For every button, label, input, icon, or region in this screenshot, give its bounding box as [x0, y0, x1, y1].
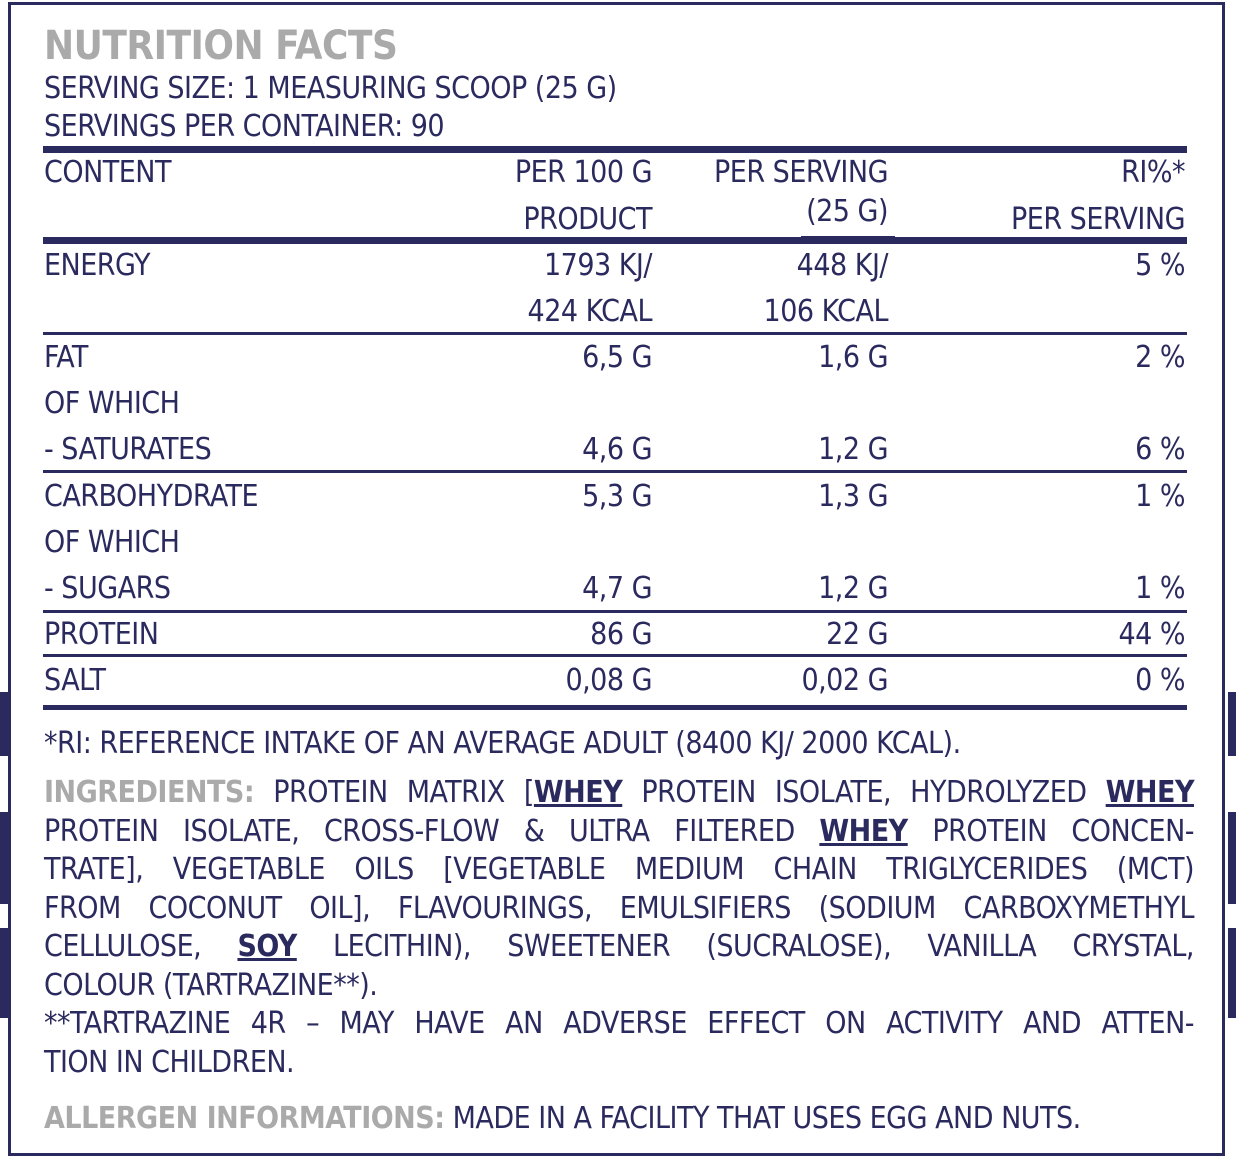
energy-ri: 5 % — [1135, 248, 1185, 283]
row-rule — [43, 610, 1187, 613]
side-mark-right-2 — [1228, 812, 1236, 904]
fat-per100: 6,5 G — [582, 340, 652, 375]
carb-of-which: OF WHICH — [44, 525, 180, 560]
header-thick-rule — [43, 237, 1187, 244]
header-serving-line2: (25 G) — [806, 194, 888, 229]
ingredients-line-5: CELLULOSE, SOY LECITHIN), SWEETENER (SUC… — [44, 929, 1194, 964]
energy-label: ENERGY — [44, 248, 150, 283]
energy-serving-kj: 448 KJ/ — [796, 248, 889, 283]
salt-per100: 0,08 G — [565, 663, 652, 698]
allergen-label: ALLERGEN INFORMATIONS: — [44, 1101, 445, 1136]
allergen-whey: WHEY — [819, 813, 908, 849]
ingredients-line-1: INGREDIENTS: PROTEIN MATRIX [WHEY PROTEI… — [44, 775, 1195, 810]
header-ri-line2: PER SERVING — [1011, 202, 1185, 237]
ingredients-line-2: PROTEIN ISOLATE, CROSS-FLOW & ULTRA FILT… — [44, 813, 1194, 849]
bottom-rule — [43, 705, 1187, 710]
row-rule — [43, 470, 1187, 473]
header-per100-line2: PRODUCT — [523, 202, 652, 237]
carbohydrate-ri: 1 % — [1135, 479, 1185, 514]
header-ri-line1: RI%* — [1121, 155, 1185, 190]
sugars-label: - SUGARS — [44, 571, 171, 606]
header-per100-line1: PER 100 G — [514, 155, 653, 190]
ingredients-line-6: COLOUR (TARTRAZINE**). — [44, 967, 378, 1003]
serving-size: SERVING SIZE: 1 MEASURING SCOOP (25 G) — [44, 71, 617, 106]
ingredients-label: INGREDIENTS: — [44, 775, 255, 810]
protein-per100: 86 G — [590, 617, 652, 652]
row-rule — [43, 332, 1187, 335]
saturates-serving: 1,2 G — [818, 432, 888, 467]
fat-of-which: OF WHICH — [44, 386, 180, 421]
saturates-per100: 4,6 G — [582, 432, 652, 467]
energy-serving-kcal: 106 KCAL — [763, 294, 889, 329]
salt-label: SALT — [44, 663, 106, 698]
fat-label: FAT — [44, 340, 88, 375]
saturates-label: - SATURATES — [44, 432, 212, 467]
energy-per100-kj: 1793 KJ/ — [544, 248, 653, 283]
top-thick-rule — [43, 146, 1187, 153]
sugars-ri: 1 % — [1135, 571, 1185, 606]
allergen-text: MADE IN A FACILITY THAT USES EGG AND NUT… — [452, 1101, 1082, 1136]
carbohydrate-label: CARBOHYDRATE — [44, 479, 259, 514]
carbohydrate-per100: 5,3 G — [582, 479, 652, 514]
sugars-per100: 4,7 G — [582, 571, 652, 606]
protein-ri: 44 % — [1118, 617, 1185, 652]
side-mark-left-3 — [0, 928, 8, 1018]
side-mark-left-2 — [0, 812, 8, 904]
fat-ri: 2 % — [1135, 340, 1185, 375]
salt-ri: 0 % — [1135, 663, 1185, 698]
ingredients-block: INGREDIENTS: PROTEIN MATRIX [WHEY PROTEI… — [44, 774, 1195, 1082]
allergen-info: ALLERGEN INFORMATIONS: MADE IN A FACILIT… — [44, 1102, 1081, 1136]
sugars-serving: 1,2 G — [818, 571, 888, 606]
label-frame — [8, 2, 1225, 1156]
row-rule — [43, 654, 1187, 657]
fat-serving: 1,6 G — [818, 340, 888, 375]
header-serving-line1: PER SERVING — [714, 155, 888, 190]
ingredients-line-3: TRATE], VEGETABLE OILS [VEGETABLE MEDIUM… — [44, 852, 1195, 887]
page-title: NUTRITION FACTS — [44, 23, 398, 69]
protein-serving: 22 G — [826, 617, 888, 652]
header-content: CONTENT — [44, 155, 171, 190]
saturates-ri: 6 % — [1135, 432, 1185, 467]
carbohydrate-serving: 1,3 G — [818, 479, 888, 514]
energy-per100-kcal: 424 KCAL — [527, 294, 653, 329]
salt-serving: 0,02 G — [801, 663, 888, 698]
servings-per-container: SERVINGS PER CONTAINER: 90 — [44, 109, 445, 144]
side-mark-right-3 — [1228, 928, 1236, 1018]
allergen-whey: WHEY — [533, 775, 623, 810]
ri-note: *RI: REFERENCE INTAKE OF AN AVERAGE ADUL… — [44, 726, 961, 761]
ingredients-line-8: TION IN CHILDREN. — [44, 1044, 295, 1080]
allergen-soy: SOY — [237, 929, 297, 964]
ingredients-line-4: FROM COCONUT OIL], FLAVOURINGS, EMULSIFI… — [44, 890, 1195, 926]
ingredients-line-7: **TARTRAZINE 4R – MAY HAVE AN ADVERSE EF… — [44, 1006, 1195, 1041]
side-mark-left-1 — [0, 692, 8, 756]
side-mark-right-1 — [1228, 692, 1236, 756]
allergen-whey: WHEY — [1105, 775, 1195, 810]
protein-label: PROTEIN — [44, 617, 159, 652]
